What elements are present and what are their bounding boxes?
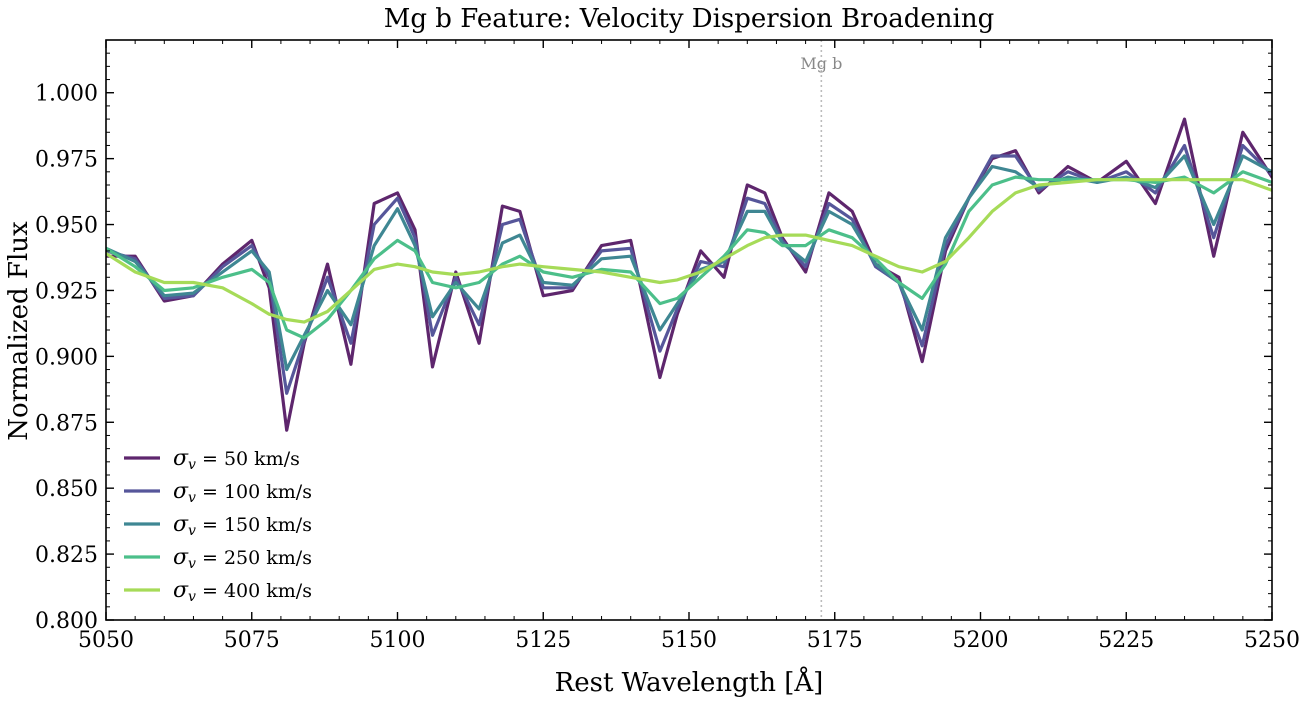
x-tick-label: 5175: [807, 628, 863, 653]
x-tick-label: 5050: [78, 628, 134, 653]
x-tick-label: 5150: [661, 628, 717, 653]
y-tick-label: 1.000: [35, 82, 98, 107]
x-tick-label: 5125: [515, 628, 571, 653]
series-line-2: [106, 154, 1272, 372]
chart-title: Mg b Feature: Velocity Dispersion Broade…: [384, 4, 994, 34]
x-tick-label: 5250: [1244, 628, 1300, 653]
x-tick-label: 5225: [1098, 628, 1154, 653]
y-tick-label: 0.925: [35, 279, 98, 304]
y-tick-label: 0.825: [35, 543, 98, 568]
x-tick-label: 5200: [953, 628, 1009, 653]
y-tick-label: 0.975: [35, 148, 98, 173]
y-axis-label: Normalized Flux: [4, 221, 34, 441]
y-tick-label: 0.800: [35, 609, 98, 634]
legend-label-1: σv = 100 km/s: [173, 479, 312, 506]
legend-label-3: σv = 250 km/s: [173, 545, 312, 572]
legend: σv = 50 km/s σv = 100 km/s σv = 150 km/s σv…: [124, 446, 312, 605]
legend-label-2: σv = 150 km/s: [173, 512, 312, 539]
x-axis-label: Rest Wavelength [Å]: [555, 666, 824, 698]
x-tick-label: 5075: [224, 628, 280, 653]
plot-area: Mg b 5050 5075 5100 5125 5150 5175 5200 5225 5250…: [35, 39, 1300, 653]
series-line-1: [106, 143, 1272, 395]
series-group: [106, 117, 1272, 432]
y-tick-label: 0.875: [35, 411, 98, 436]
legend-label-0: σv = 50 km/s: [173, 446, 300, 473]
x-tick-label: 5100: [370, 628, 426, 653]
series-line-3: [106, 170, 1272, 340]
legend-label-4: σv = 400 km/s: [173, 578, 312, 605]
series-line-4: [106, 178, 1272, 324]
y-tick-label: 0.900: [35, 345, 98, 370]
mg-b-marker-label: Mg b: [800, 54, 842, 73]
y-tick-label: 0.950: [35, 214, 98, 239]
y-tick-label: 0.850: [35, 477, 98, 502]
